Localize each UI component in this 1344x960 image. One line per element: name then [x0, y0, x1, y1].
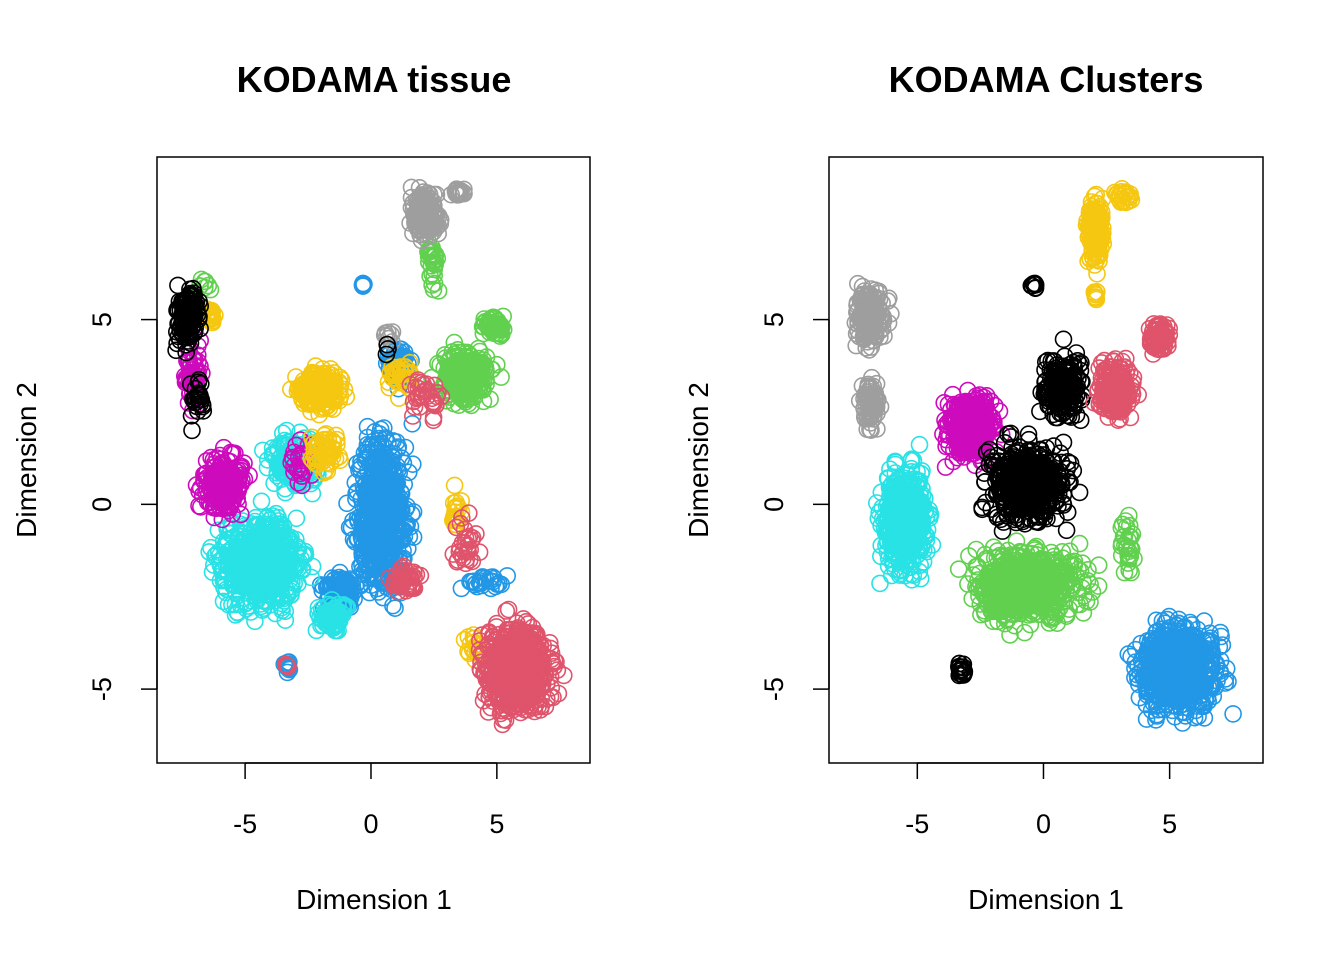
data-point [404, 503, 423, 521]
data-point [473, 568, 492, 586]
data-point [359, 541, 378, 560]
data-point [354, 507, 373, 526]
panel-kodama-tissue: KODAMA tissue -5 0 5 -5 0 5 Dimension 1 Dime… [11, 59, 591, 915]
data-point [403, 414, 422, 433]
data-point [376, 512, 395, 530]
data-point [354, 274, 372, 293]
data-point [214, 592, 233, 611]
data-point [391, 503, 410, 521]
chart-title: KODAMA tissue [237, 59, 512, 100]
data-point [352, 452, 370, 471]
data-point [362, 576, 381, 594]
chart-title: KODAMA Clusters [889, 59, 1204, 100]
data-point [380, 479, 399, 497]
data-point [358, 417, 377, 436]
x-tick-label: -5 [233, 809, 257, 839]
data-point [404, 528, 423, 547]
data-point [338, 494, 356, 513]
data-point [378, 451, 396, 470]
data-point [375, 489, 394, 507]
data-point [370, 543, 388, 562]
data-point [359, 495, 377, 514]
x-tick-label: 5 [489, 809, 504, 839]
data-point [287, 509, 306, 528]
y-tick-label: -5 [87, 677, 117, 701]
data-point [386, 599, 404, 618]
data-point [452, 579, 471, 598]
y-tick-label: 5 [87, 312, 117, 327]
data-point [392, 449, 411, 467]
data-point [364, 463, 383, 482]
data-point [382, 534, 401, 553]
data-point [367, 553, 386, 572]
data-point [490, 574, 508, 593]
data-point [377, 501, 396, 520]
y-tick-label: 0 [87, 497, 117, 512]
x-tick-label: 0 [363, 809, 378, 839]
data-point [377, 462, 396, 480]
x-axis-label: Dimension 1 [296, 884, 452, 915]
data-point [370, 531, 388, 550]
data-point [313, 581, 332, 600]
data-point [380, 513, 398, 532]
y-axis-label: Dimension 2 [11, 382, 42, 538]
data-point [276, 611, 295, 630]
data-point [387, 433, 406, 451]
data-point [333, 572, 352, 591]
data-point [473, 576, 491, 595]
data-point [278, 663, 297, 682]
data-point [252, 492, 271, 511]
data-point [362, 565, 380, 584]
points-layer [167, 178, 573, 734]
data-point [370, 494, 389, 513]
